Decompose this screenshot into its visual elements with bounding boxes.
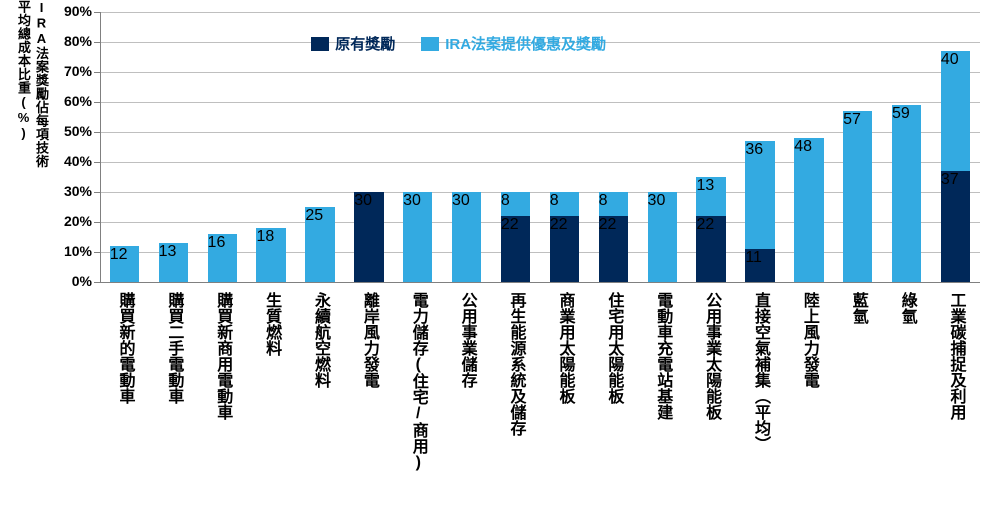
x-category-label: 購買二手電動車 (165, 292, 182, 404)
x-category-label: 綠氫 (898, 292, 915, 324)
y-axis-line (100, 12, 101, 282)
y-tick-label: 90% (64, 3, 92, 19)
legend-item: 原有獎勵 (311, 33, 395, 54)
legend-swatch (421, 37, 439, 51)
bar-existing: 22 (599, 216, 628, 282)
x-category-label: 藍氫 (849, 292, 866, 324)
bar-ira: 30 (403, 192, 432, 282)
bar-ira: 8 (501, 192, 530, 216)
bar-ira: 8 (550, 192, 579, 216)
legend-swatch (311, 37, 329, 51)
x-category-label: 再生能源系統及儲存 (507, 292, 524, 436)
bar-ira: 13 (696, 177, 725, 216)
x-category-label: 永續航空燃料 (311, 292, 328, 388)
x-category-label: 購買新商用電動車 (213, 292, 230, 420)
bar-existing: 37 (941, 171, 970, 282)
bar-ira: 40 (941, 51, 970, 171)
x-category-label: 住宅用太陽能板 (605, 292, 622, 404)
bar-group: 57 (843, 12, 872, 282)
bar-ira: 59 (892, 105, 921, 282)
bar-ira: 30 (648, 192, 677, 282)
bar-existing: 22 (696, 216, 725, 282)
bar-ira: 12 (110, 246, 139, 282)
x-category-label: 購買新的電動車 (116, 292, 133, 404)
x-category-label: 直接空氣補集（平均） (751, 292, 768, 452)
x-category-label: 公用事業太陽能板 (702, 292, 719, 420)
legend: 原有獎勵 IRA法案提供優惠及獎勵 (311, 33, 606, 54)
bar-group: 16 (208, 12, 237, 282)
x-category-label: 商業用太陽能板 (556, 292, 573, 404)
bar-existing: 30 (354, 192, 383, 282)
bar-group: 18 (256, 12, 285, 282)
bar-group: 2213 (696, 12, 725, 282)
bar-group: 30 (648, 12, 677, 282)
x-category-label: 工業碳捕捉及利用 (947, 292, 964, 420)
bar-ira: 13 (159, 243, 188, 282)
y-tick-label: 10% (64, 243, 92, 259)
y-tick-label: 20% (64, 213, 92, 229)
x-axis-line (100, 282, 980, 283)
x-category-label: 生質燃料 (262, 292, 279, 356)
bar-existing: 11 (745, 249, 774, 282)
y-tick-label: 60% (64, 93, 92, 109)
y-tick-label: 0% (72, 273, 92, 289)
legend-label: IRA法案提供優惠及獎勵 (445, 33, 606, 54)
bar-ira: 8 (599, 192, 628, 216)
y-axis-title-line1: IRA法案獎勵佔每項技術 (32, 0, 51, 168)
bar-existing: 22 (501, 216, 530, 282)
x-category-label: 公用事業儲存 (458, 292, 475, 388)
bar-group: 48 (794, 12, 823, 282)
bar-group: 13 (159, 12, 188, 282)
bar-ira: 16 (208, 234, 237, 282)
x-category-label: 陸上風力發電 (800, 292, 817, 388)
legend-item: IRA法案提供優惠及獎勵 (421, 33, 606, 54)
x-category-label: 離岸風力發電 (360, 292, 377, 388)
bar-ira: 18 (256, 228, 285, 282)
ira-stacked-bar-chart: 1213161825303030228228228302213113648575… (0, 0, 1000, 510)
legend-label: 原有獎勵 (335, 33, 395, 54)
bar-ira: 36 (745, 141, 774, 249)
y-tick-label: 70% (64, 63, 92, 79)
bar-ira: 57 (843, 111, 872, 282)
bar-ira: 25 (305, 207, 334, 282)
bar-ira: 48 (794, 138, 823, 282)
y-tick-label: 80% (64, 33, 92, 49)
y-axis-title-line2: 平均總成本比重(%) (14, 0, 33, 141)
bar-group: 3740 (941, 12, 970, 282)
bar-ira: 30 (452, 192, 481, 282)
bar-group: 12 (110, 12, 139, 282)
y-tick-label: 50% (64, 123, 92, 139)
x-category-label: 電力儲存(住宅/商用) (409, 292, 426, 471)
x-category-label: 電動車充電站基建 (653, 292, 670, 420)
bar-group: 1136 (745, 12, 774, 282)
y-tick-label: 30% (64, 183, 92, 199)
y-tick-label: 40% (64, 153, 92, 169)
bar-group: 59 (892, 12, 921, 282)
bar-existing: 22 (550, 216, 579, 282)
